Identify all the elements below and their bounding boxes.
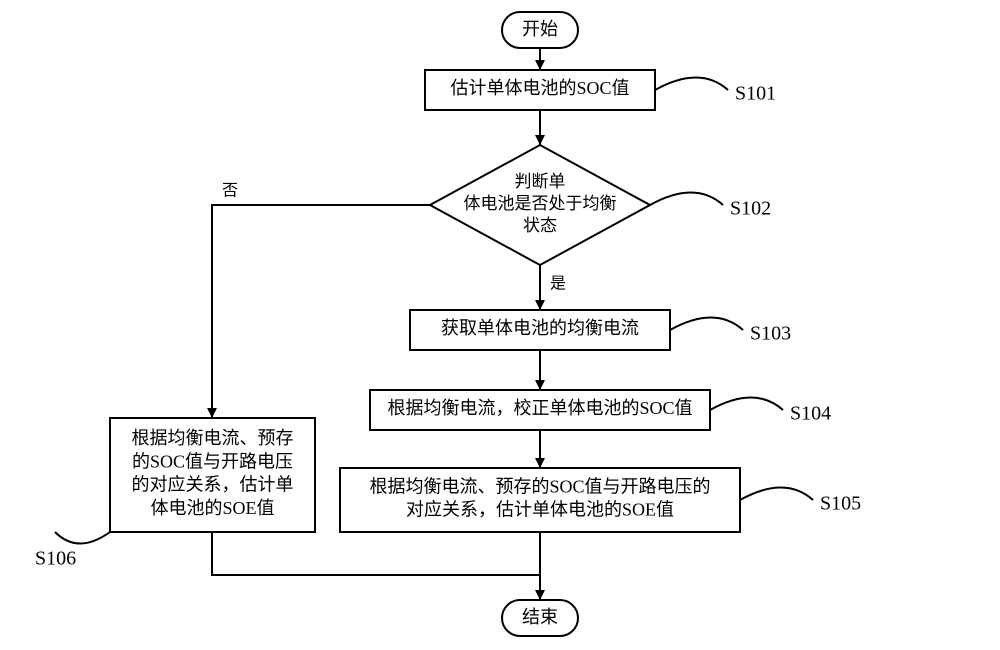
terminator-end-label: 结束 [522,607,558,627]
process-s104-text: 根据均衡电流，校正单体电池的SOC值 [387,398,692,418]
branch-label-no: 否 [222,183,238,200]
ref-curve-s105 [740,488,813,501]
ref-curve-s104 [710,398,783,411]
ref-label-s101: S101 [735,83,776,105]
ref-label-s102: S102 [730,198,771,220]
terminator-start-label: 开始 [522,19,558,39]
ref-curve-s106 [55,532,110,544]
ref-curve-s101 [655,78,728,91]
ref-label-s103: S103 [750,323,791,345]
branch-label-yes: 是 [550,276,566,293]
ref-label-s105: S105 [820,493,861,515]
ref-curve-s102 [650,193,723,206]
ref-curve-s103 [670,318,743,331]
process-s101-text: 估计单体电池的SOC值 [450,78,629,98]
ref-label-s104: S104 [790,403,831,425]
process-s103-text: 获取单体电池的均衡电流 [441,318,639,338]
ref-label-s106: S106 [35,548,76,570]
